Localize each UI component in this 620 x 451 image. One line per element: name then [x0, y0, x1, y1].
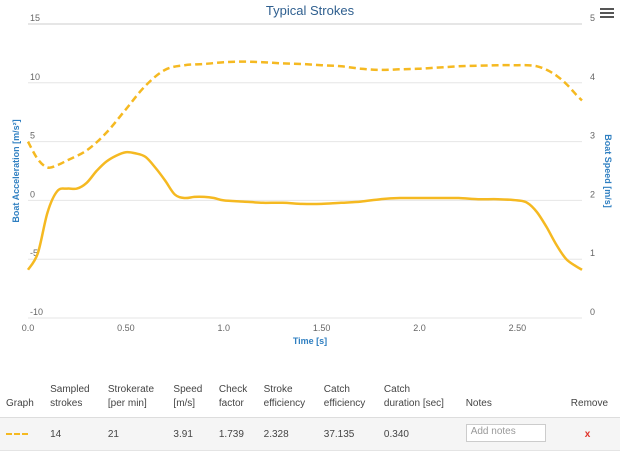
header-stroke-efficiency: Stroke efficiency	[257, 371, 318, 418]
y-right-tick-label: 2	[590, 189, 595, 199]
table-header-row: Graph Sampled strokes Strokerate [per min]…	[0, 371, 620, 418]
typical-strokes-chart: Typical Strokes -10 -5 0 5 10 15 0 1 2 3 4 5 0.0 0.50 1…	[11, 3, 613, 346]
cell-check-factor: 1.739	[212, 417, 258, 451]
y-left-tick-label: 0	[30, 189, 35, 199]
cell-stroke-efficiency: 2.328	[257, 417, 318, 451]
header-catch-efficiency: Catch efficiency	[317, 371, 378, 418]
cell-sampled-strokes: 14	[44, 417, 102, 451]
remove-button[interactable]: x	[584, 428, 591, 440]
header-remove: Remove	[564, 371, 620, 418]
header-catch-duration: Catch duration [sec]	[377, 371, 460, 418]
x-tick-label: 1.0	[218, 323, 231, 333]
boat-acceleration-line	[26, 150, 583, 271]
y-left-tick-label: 5	[30, 131, 35, 141]
header-notes: Notes	[459, 371, 565, 418]
y-left-tick-label: 10	[30, 72, 40, 82]
x-tick-label: 2.0	[413, 323, 426, 333]
y-left-tick-label: 15	[30, 13, 40, 23]
x-tick-label: 0.50	[117, 323, 135, 333]
y-right-tick-label: 3	[590, 131, 595, 141]
cell-notes	[459, 417, 565, 451]
x-axis-title: Time [s]	[293, 336, 327, 346]
graph-cell	[0, 417, 45, 451]
table-row: 14 21 3.91 1.739 2.328 37.135 0.340 x	[0, 417, 620, 451]
boat-speed-line	[26, 60, 583, 169]
chart-area: Typical Strokes -10 -5 0 5 10 15 0 1 2 3 4 5 0.0 0.50 1…	[11, 3, 614, 346]
cell-catch-duration: 0.340	[377, 417, 460, 451]
x-tick-label: 2.50	[509, 323, 527, 333]
header-check-factor: Check factor	[212, 371, 258, 418]
y-right-tick-label: 1	[590, 248, 595, 258]
dashed-line-swatch	[6, 432, 28, 435]
notes-input[interactable]	[465, 423, 546, 442]
y-right-tick-label: 4	[590, 72, 595, 82]
chart-title: Typical Strokes	[266, 3, 355, 18]
header-graph: Graph	[0, 371, 45, 418]
hamburger-menu-icon[interactable]	[600, 6, 614, 20]
stroke-table: Graph Sampled strokes Strokerate [per min]…	[0, 371, 620, 451]
y-left-tick-label: -5	[30, 248, 38, 258]
y-right-axis-title: Boat Speed [m/s]	[603, 134, 613, 208]
header-speed: Speed [m/s]	[167, 371, 213, 418]
y-right-tick-label: 5	[590, 13, 595, 23]
y-right-tick-label: 0	[590, 307, 595, 317]
header-sampled-strokes: Sampled strokes	[44, 371, 102, 418]
y-left-axis-title: Boat Acceleration [m/s²]	[11, 119, 21, 222]
header-strokerate: Strokerate [per min]	[101, 371, 168, 418]
y-left-tick-label: -10	[30, 307, 43, 317]
x-tick-label: 0.0	[22, 323, 35, 333]
cell-remove: x	[564, 417, 620, 451]
cell-strokerate: 21	[101, 417, 168, 451]
x-tick-label: 1.50	[313, 323, 331, 333]
